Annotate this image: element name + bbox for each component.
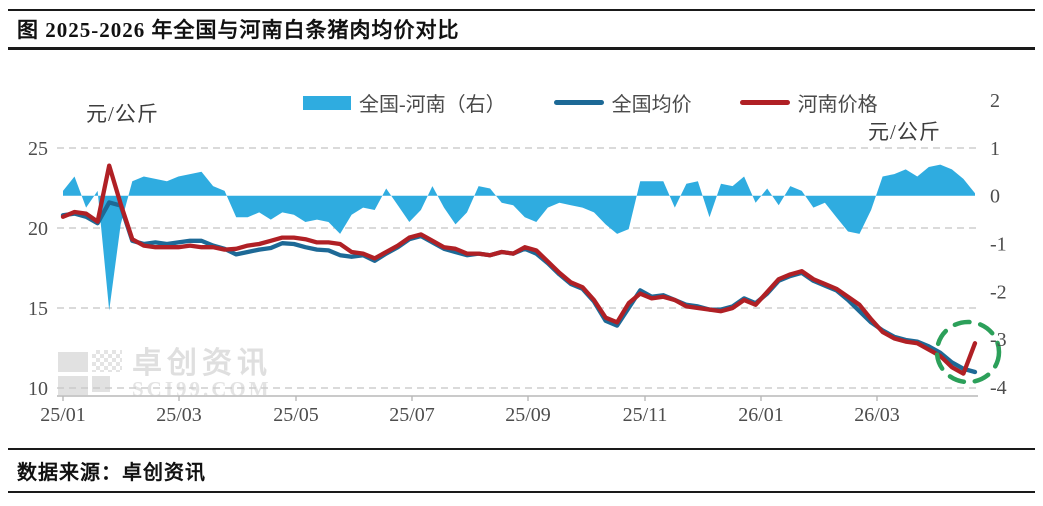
right-axis-label: 1 [990,138,1000,160]
x-axis-label: 25/11 [623,404,668,426]
legend-item-diff: 全国-河南（右） [303,88,506,117]
x-axis-label: 25/03 [156,404,202,426]
right-axis-label: 0 [990,186,1000,208]
henan-line-swatch-icon [739,100,790,105]
right-axis-label: -1 [990,233,1007,255]
left-axis-label: 20 [28,218,48,240]
right-axis-label: 2 [990,90,1000,112]
legend-label-national: 全国均价 [611,94,692,116]
bottom-border-line [8,491,1035,493]
highlight-circle-annotation [934,319,1002,385]
x-axis-label: 26/01 [738,404,784,426]
right-axis-label: -4 [990,377,1007,399]
left-axis-label: 15 [28,298,48,320]
right-axis-label: -2 [990,281,1007,303]
top-border-line [8,9,1035,11]
henan-price-line [60,163,978,376]
title-underline [8,47,1035,50]
legend-label-diff: 全国-河南（右） [359,94,506,116]
area-swatch-icon [303,95,351,110]
national-line-swatch-icon [553,100,604,105]
x-axis-label: 25/01 [40,404,86,426]
right-axis-label: -3 [990,329,1007,351]
footer-top-line [8,448,1035,450]
left-axis-label: 25 [28,138,48,160]
left-axis-unit: 元/公斤 [86,102,159,126]
legend-item-national: 全国均价 [553,88,692,117]
right-axis-unit: 元/公斤 [868,120,941,144]
legend-label-henan: 河南价格 [797,94,878,116]
diff-area-series [63,164,975,311]
x-axis-label: 26/03 [854,404,900,426]
x-axis-label: 25/09 [505,404,551,426]
x-axis-label: 25/07 [389,404,435,426]
x-axis-label: 25/05 [273,404,319,426]
left-axis-label: 10 [28,378,48,400]
legend-item-henan: 河南价格 [739,88,878,117]
chart-title: 图 2025-2026 年全国与河南白条猪肉均价对比 [17,18,460,42]
data-source-label: 数据来源：卓创资讯 [17,462,206,484]
chart-legend: 全国-河南（右） 全国均价 河南价格 [303,88,878,117]
